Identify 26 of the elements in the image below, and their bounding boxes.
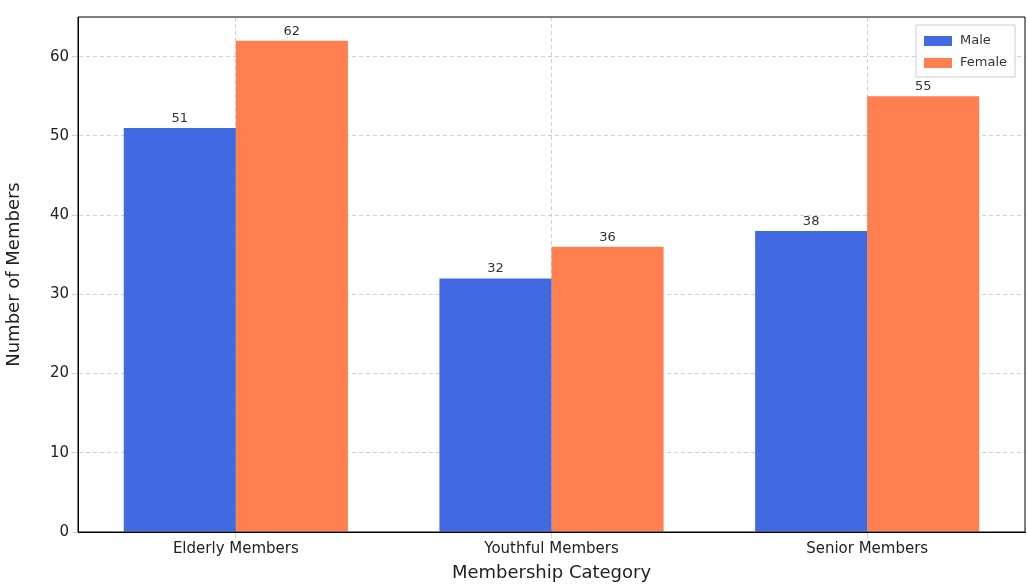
y-axis-title: Number of Members (2, 182, 24, 367)
bar (235, 40, 348, 532)
x-tick-label: Senior Members (806, 538, 929, 557)
y-tick-label: 30 (49, 284, 69, 303)
data-label: 38 (802, 212, 820, 228)
x-tick-label: Elderly Members (172, 538, 299, 557)
bar (755, 230, 868, 532)
data-label: 32 (487, 260, 504, 276)
y-tick-label: 20 (49, 363, 69, 382)
data-label: 51 (171, 109, 189, 125)
y-tick-label: 10 (49, 442, 69, 461)
y-tick-label: 50 (49, 125, 69, 144)
data-label: 62 (283, 22, 301, 38)
data-label: 36 (599, 228, 616, 244)
x-tick-label: Youthful Members (483, 538, 619, 557)
x-axis-title: Membership Category (451, 560, 652, 582)
bar (123, 127, 236, 532)
data-label: 55 (914, 78, 932, 94)
y-tick-label: 60 (49, 46, 69, 65)
bar (867, 96, 980, 532)
bar (439, 278, 552, 532)
bar (551, 246, 664, 532)
legend-label: Male (960, 32, 991, 48)
legend-label: Female (960, 54, 1008, 70)
y-tick-label: 40 (49, 204, 69, 223)
y-tick-label: 0 (59, 521, 69, 540)
